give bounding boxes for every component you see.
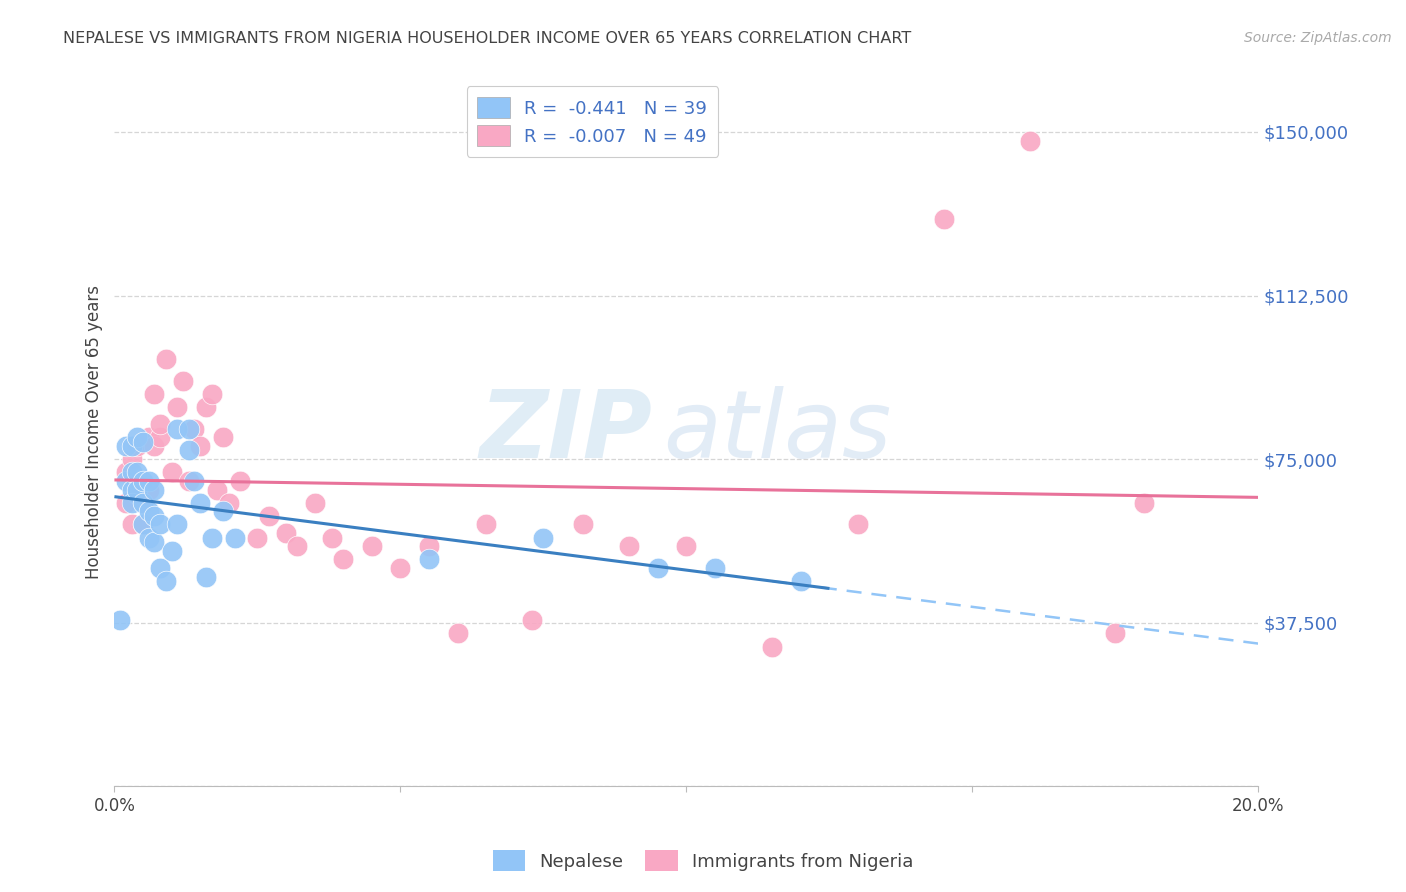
Point — [127, 465, 149, 479]
Text: ZIP: ZIP — [479, 386, 652, 478]
Point — [127, 487, 149, 501]
Point — [229, 474, 252, 488]
Point — [127, 483, 149, 497]
Point — [132, 517, 155, 532]
Point — [155, 574, 177, 589]
Point — [533, 531, 555, 545]
Point — [160, 543, 183, 558]
Point — [132, 496, 155, 510]
Point — [143, 386, 166, 401]
Point — [155, 351, 177, 366]
Point — [1133, 496, 1156, 510]
Point — [172, 374, 194, 388]
Text: NEPALESE VS IMMIGRANTS FROM NIGERIA HOUSEHOLDER INCOME OVER 65 YEARS CORRELATION: NEPALESE VS IMMIGRANTS FROM NIGERIA HOUS… — [63, 31, 911, 46]
Point — [572, 517, 595, 532]
Point — [932, 212, 955, 227]
Point — [188, 439, 211, 453]
Text: Source: ZipAtlas.com: Source: ZipAtlas.com — [1244, 31, 1392, 45]
Point — [647, 561, 669, 575]
Point — [143, 483, 166, 497]
Point — [332, 552, 354, 566]
Point — [166, 517, 188, 532]
Point — [138, 483, 160, 497]
Point — [138, 531, 160, 545]
Text: atlas: atlas — [664, 386, 891, 477]
Point — [207, 483, 229, 497]
Point — [846, 517, 869, 532]
Point — [121, 496, 143, 510]
Point — [115, 474, 138, 488]
Point — [194, 400, 217, 414]
Point — [257, 508, 280, 523]
Point — [1018, 134, 1040, 148]
Point — [160, 465, 183, 479]
Point — [132, 517, 155, 532]
Point — [619, 539, 641, 553]
Point — [115, 496, 138, 510]
Point — [115, 439, 138, 453]
Point — [287, 539, 309, 553]
Point — [132, 474, 155, 488]
Point — [360, 539, 382, 553]
Point — [132, 434, 155, 449]
Point — [304, 496, 326, 510]
Point — [166, 400, 188, 414]
Point — [127, 430, 149, 444]
Point — [183, 474, 205, 488]
Legend: Nepalese, Immigrants from Nigeria: Nepalese, Immigrants from Nigeria — [485, 843, 921, 879]
Point — [212, 504, 235, 518]
Point — [675, 539, 697, 553]
Point — [132, 496, 155, 510]
Point — [177, 421, 200, 435]
Point — [218, 496, 240, 510]
Point — [177, 443, 200, 458]
Point — [121, 439, 143, 453]
Point — [143, 439, 166, 453]
Point — [389, 561, 412, 575]
Point — [418, 539, 440, 553]
Point — [115, 465, 138, 479]
Point — [188, 496, 211, 510]
Point — [138, 430, 160, 444]
Point — [149, 430, 172, 444]
Point — [761, 640, 783, 654]
Point — [790, 574, 813, 589]
Point — [143, 508, 166, 523]
Point — [143, 535, 166, 549]
Y-axis label: Householder Income Over 65 years: Householder Income Over 65 years — [86, 285, 103, 579]
Point — [138, 474, 160, 488]
Point — [127, 439, 149, 453]
Point — [166, 421, 188, 435]
Point — [1104, 626, 1126, 640]
Point — [246, 531, 269, 545]
Point — [149, 417, 172, 432]
Point — [201, 386, 224, 401]
Point — [194, 570, 217, 584]
Point — [121, 483, 143, 497]
Point — [121, 465, 143, 479]
Point — [224, 531, 246, 545]
Point — [274, 526, 297, 541]
Point — [475, 517, 498, 532]
Point — [321, 531, 343, 545]
Point — [121, 452, 143, 467]
Legend: R =  -0.441   N = 39, R =  -0.007   N = 49: R = -0.441 N = 39, R = -0.007 N = 49 — [467, 87, 718, 157]
Point — [183, 421, 205, 435]
Point — [108, 614, 131, 628]
Point — [149, 561, 172, 575]
Point — [704, 561, 727, 575]
Point — [418, 552, 440, 566]
Point — [177, 474, 200, 488]
Point — [138, 504, 160, 518]
Point — [121, 517, 143, 532]
Point — [520, 614, 543, 628]
Point — [149, 517, 172, 532]
Point — [446, 626, 468, 640]
Point — [212, 430, 235, 444]
Point — [201, 531, 224, 545]
